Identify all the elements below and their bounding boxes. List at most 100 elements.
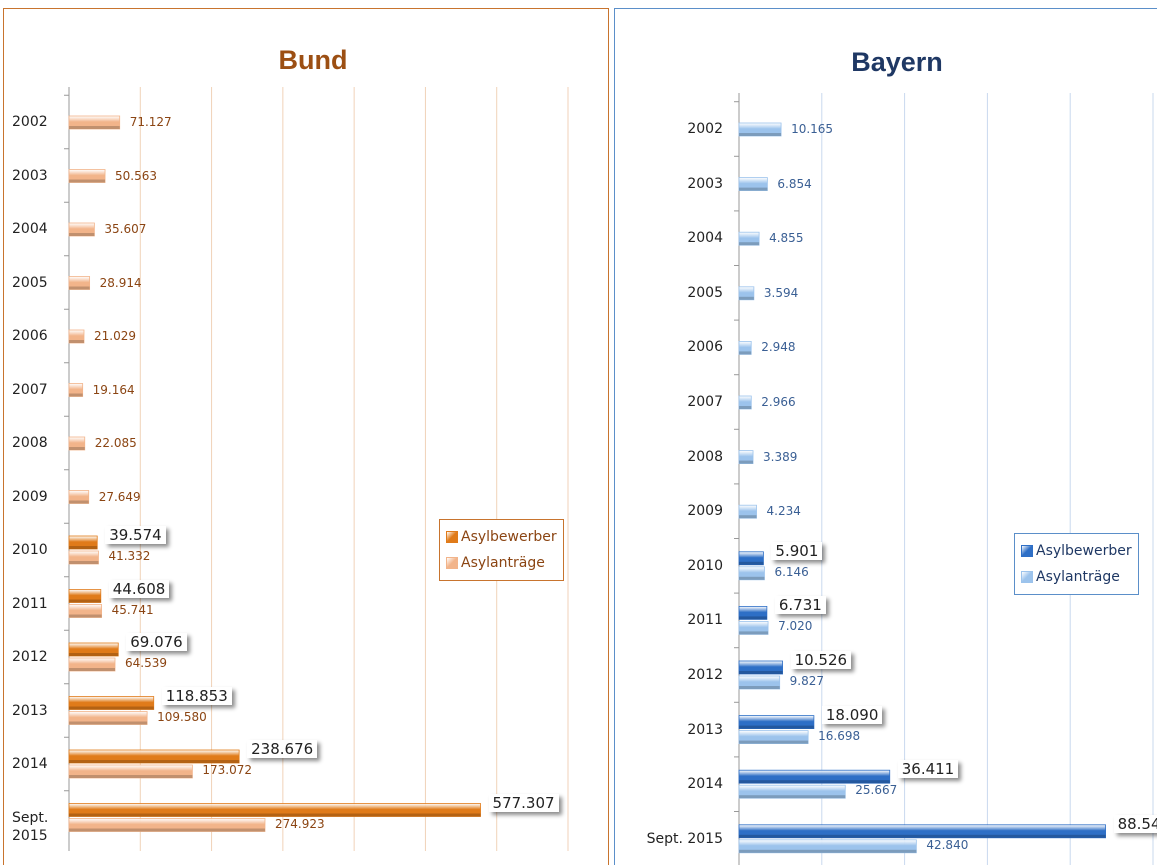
bar: [738, 784, 846, 799]
bar-shade: [69, 393, 83, 397]
bar: [738, 450, 754, 465]
y-tick-label: 2004: [687, 230, 723, 247]
value-label: 3.594: [763, 285, 799, 300]
bar-shade: [739, 133, 782, 136]
bar-shade: [739, 671, 783, 674]
y-tick-label: 2013: [687, 721, 723, 738]
y-tick-label: 2012: [687, 667, 723, 683]
bar-shade: [739, 795, 846, 799]
bar-shade: [739, 631, 769, 635]
bar-shade: [739, 187, 768, 191]
chart-title: Bayern: [851, 47, 943, 77]
y-tick-label: 2005: [687, 284, 723, 301]
bar-shade: [69, 653, 119, 656]
value-label: 44.608: [108, 579, 170, 598]
legend: Asylbewerber Asylanträge: [1014, 533, 1139, 595]
y-tick-label: 2002: [12, 114, 48, 130]
bar-shade: [69, 286, 90, 290]
value-label: 2.948: [761, 340, 796, 355]
bar: [738, 675, 781, 690]
legend-label: Asylbewerber: [1036, 543, 1132, 559]
value-label: 6.146: [774, 564, 809, 579]
bar: [738, 715, 815, 729]
y-tick-label: 2010: [687, 557, 723, 574]
bar: [68, 276, 91, 290]
bar-shade: [69, 447, 85, 450]
bar-shade: [739, 576, 765, 580]
value-label: 41.332: [108, 549, 151, 563]
bar-shade: [69, 599, 101, 603]
bar: [738, 286, 755, 301]
bar-shade: [739, 460, 754, 464]
bar-shade: [739, 686, 780, 689]
bar: [68, 589, 102, 603]
value-label: 274.923: [274, 816, 325, 831]
bar: [68, 550, 99, 565]
bar-shade: [69, 340, 84, 343]
bar: [738, 660, 783, 675]
legend-label: Asylanträge: [1036, 569, 1120, 585]
y-tick-label: 2013: [12, 702, 48, 719]
bar: [738, 122, 782, 137]
value-label: 2.966: [761, 395, 796, 409]
y-tick-label: 2014: [687, 776, 723, 793]
legend-entry: Asylbewerber: [1021, 538, 1132, 564]
bar-shade: [739, 616, 767, 620]
bar: [68, 696, 155, 710]
bar-shade: [739, 296, 754, 300]
bar: [68, 383, 84, 397]
bar-shade: [69, 668, 116, 671]
value-label: 16.698: [818, 728, 861, 743]
bar: [738, 177, 768, 192]
bar-shade: [739, 834, 1106, 838]
bar: [68, 604, 103, 618]
bar-shade: [739, 740, 809, 744]
bar: [68, 329, 85, 344]
bar-shade: [739, 406, 752, 409]
value-label: 6.854: [777, 176, 812, 191]
bar: [738, 606, 768, 620]
bar-shade: [739, 849, 917, 853]
y-tick-label: 2011: [687, 612, 723, 629]
chart: [734, 93, 1154, 865]
value-label: 9.827: [789, 674, 825, 688]
y-tick-label: 2008: [687, 448, 723, 465]
bar: [738, 769, 891, 784]
value-label: 109.580: [157, 709, 207, 724]
bar-shade: [69, 775, 193, 778]
bar: [68, 657, 116, 672]
bar: [68, 169, 106, 183]
value-label: 7.020: [778, 619, 813, 634]
legend-swatch: [446, 557, 458, 569]
bar-shade: [69, 706, 154, 710]
legend-swatch: [446, 531, 458, 543]
bar: [68, 535, 98, 550]
value-label: 173.072: [202, 763, 252, 777]
bar: [738, 551, 764, 566]
bar-shade: [739, 780, 890, 784]
legend: Asylbewerber Asylanträge: [439, 519, 564, 581]
y-tick-label: 2006: [12, 328, 48, 344]
bar: [738, 824, 1106, 839]
bar: [738, 395, 752, 410]
y-tick-label: 2011: [12, 595, 48, 612]
y-tick-label: 2014: [12, 756, 48, 772]
bar: [738, 566, 765, 581]
bar: [68, 642, 119, 657]
bar: [738, 730, 809, 744]
y-tick-label: 2003: [12, 167, 48, 184]
legend-entry: Asylanträge: [1021, 564, 1132, 590]
y-tick-label: 2007: [687, 394, 723, 410]
value-label: 25.667: [855, 783, 898, 798]
bar: [738, 231, 760, 246]
bar: [68, 803, 481, 817]
legend-swatch: [1021, 545, 1033, 557]
bar-shade: [69, 828, 265, 832]
bar: [738, 839, 917, 854]
bar-shade: [69, 126, 120, 129]
chart: [64, 87, 569, 851]
y-tick-label: 2004: [12, 221, 48, 237]
value-label: 4.855: [769, 231, 804, 246]
bar: [68, 115, 121, 130]
